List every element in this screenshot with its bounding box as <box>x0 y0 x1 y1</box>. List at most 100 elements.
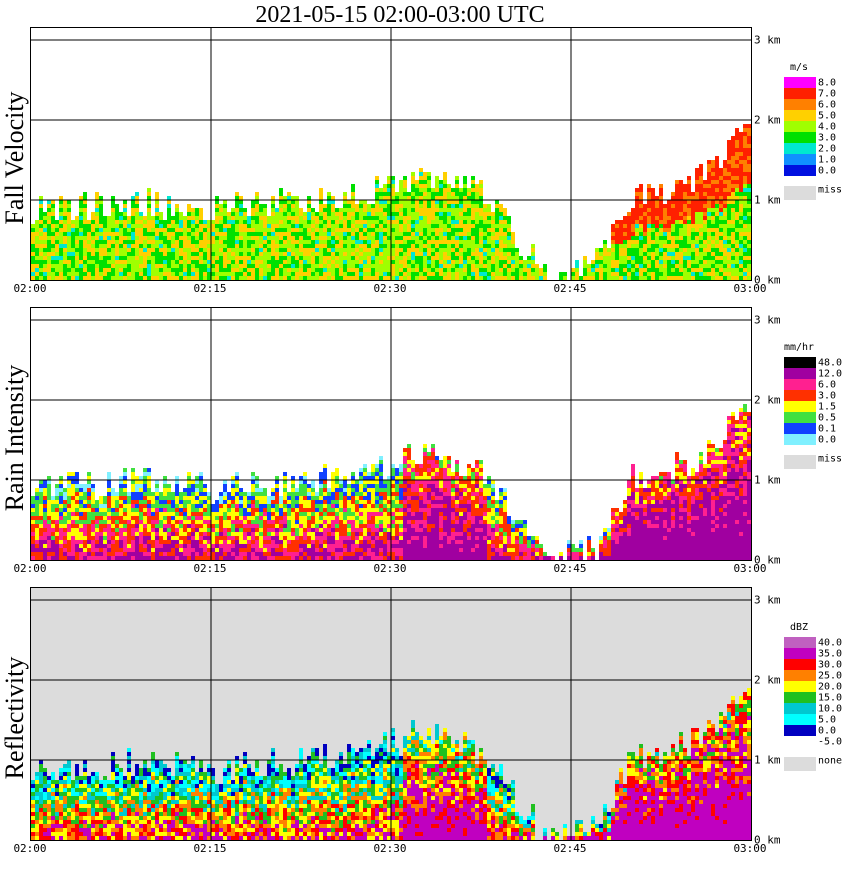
heatmap-cell <box>619 220 623 224</box>
heatmap-cell <box>31 508 35 512</box>
heatmap-cell <box>147 496 151 500</box>
heatmap-cell <box>159 232 163 236</box>
heatmap-cell <box>635 228 639 232</box>
heatmap-cell <box>143 224 147 228</box>
heatmap-cell <box>143 264 147 268</box>
heatmap-cell <box>91 484 95 488</box>
heatmap-cell <box>275 500 279 504</box>
heatmap-cell <box>31 496 35 500</box>
heatmap-cell <box>719 200 723 204</box>
heatmap-cell <box>219 220 223 224</box>
heatmap-cell <box>651 256 655 260</box>
heatmap-cell <box>715 236 719 240</box>
heatmap-cell <box>619 272 623 276</box>
heatmap-cell <box>199 548 203 552</box>
heatmap-cell <box>315 220 319 224</box>
heatmap-cell <box>243 268 247 272</box>
heatmap-cell <box>315 536 319 540</box>
heatmap-cell <box>263 504 267 508</box>
heatmap-cell <box>463 272 467 276</box>
heatmap-cell <box>51 212 55 216</box>
heatmap-cell <box>367 264 371 268</box>
heatmap-cell <box>127 544 131 548</box>
heatmap-cell <box>275 504 279 508</box>
heatmap-cell <box>351 208 355 212</box>
heatmap-cell <box>115 216 119 220</box>
heatmap-cell <box>111 216 115 220</box>
heatmap-cell <box>375 256 379 260</box>
heatmap-cell <box>155 480 159 484</box>
heatmap-cell <box>139 512 143 516</box>
heatmap-cell <box>119 244 123 248</box>
heatmap-cell <box>711 168 715 172</box>
heatmap-cell <box>283 492 287 496</box>
heatmap-cell <box>707 220 711 224</box>
heatmap-cell <box>83 552 87 556</box>
heatmap-cell <box>271 492 275 496</box>
heatmap-cell <box>147 188 151 192</box>
heatmap-cell <box>67 264 71 268</box>
heatmap-cell <box>655 196 659 200</box>
heatmap-cell <box>211 252 215 256</box>
heatmap-cell <box>739 228 743 232</box>
heatmap-cell <box>139 480 143 484</box>
heatmap-cell <box>331 200 335 204</box>
heatmap-cell <box>311 240 315 244</box>
heatmap-cell <box>283 480 287 484</box>
heatmap-cell <box>727 220 731 224</box>
heatmap-cell <box>159 252 163 256</box>
heatmap-cell <box>451 252 455 256</box>
heatmap-cell <box>99 520 103 524</box>
heatmap-cell <box>267 532 271 536</box>
heatmap-cell <box>67 268 71 272</box>
heatmap-cell <box>463 196 467 200</box>
heatmap-cell <box>75 244 79 248</box>
heatmap-cell <box>419 196 423 200</box>
heatmap-cell <box>743 208 747 212</box>
heatmap-cell <box>39 200 43 204</box>
heatmap-cell <box>59 496 63 500</box>
heatmap-cell <box>127 224 131 228</box>
heatmap-cell <box>343 236 347 240</box>
heatmap-cell <box>95 220 99 224</box>
heatmap-cell <box>747 264 751 268</box>
heatmap-cell <box>135 244 139 248</box>
heatmap-cell <box>735 176 739 180</box>
heatmap-cell <box>279 240 283 244</box>
heatmap-cell <box>283 220 287 224</box>
heatmap-cell <box>271 272 275 276</box>
heatmap-cell <box>83 232 87 236</box>
heatmap-cell <box>307 224 311 228</box>
heatmap-cell <box>439 264 443 268</box>
heatmap-cell <box>711 220 715 224</box>
heatmap-cell <box>475 192 479 196</box>
heatmap-cell <box>723 272 727 276</box>
heatmap-cell <box>667 240 671 244</box>
heatmap-cell <box>655 244 659 248</box>
heatmap-cell <box>255 524 259 528</box>
heatmap-cell <box>59 492 63 496</box>
heatmap-cell <box>219 268 223 272</box>
heatmap-cell <box>331 520 335 524</box>
heatmap-cell <box>119 508 123 512</box>
heatmap-cell <box>111 500 115 504</box>
heatmap-cell <box>179 216 183 220</box>
heatmap-cell <box>163 224 167 228</box>
heatmap-cell <box>211 244 215 248</box>
heatmap-cell <box>123 220 127 224</box>
heatmap-cell <box>267 268 271 272</box>
heatmap-cell <box>627 216 631 220</box>
heatmap-cell <box>179 220 183 224</box>
heatmap-cell <box>111 516 115 520</box>
heatmap-cell <box>719 268 723 272</box>
heatmap-cell <box>739 204 743 208</box>
heatmap-cell <box>715 220 719 224</box>
heatmap-cell <box>167 484 171 488</box>
heatmap-cell <box>43 508 47 512</box>
heatmap-cell <box>199 256 203 260</box>
heatmap-cell <box>163 544 167 548</box>
heatmap-cell <box>43 516 47 520</box>
heatmap-cell <box>747 168 751 172</box>
heatmap-cell <box>699 192 703 196</box>
heatmap-cell <box>603 248 607 252</box>
